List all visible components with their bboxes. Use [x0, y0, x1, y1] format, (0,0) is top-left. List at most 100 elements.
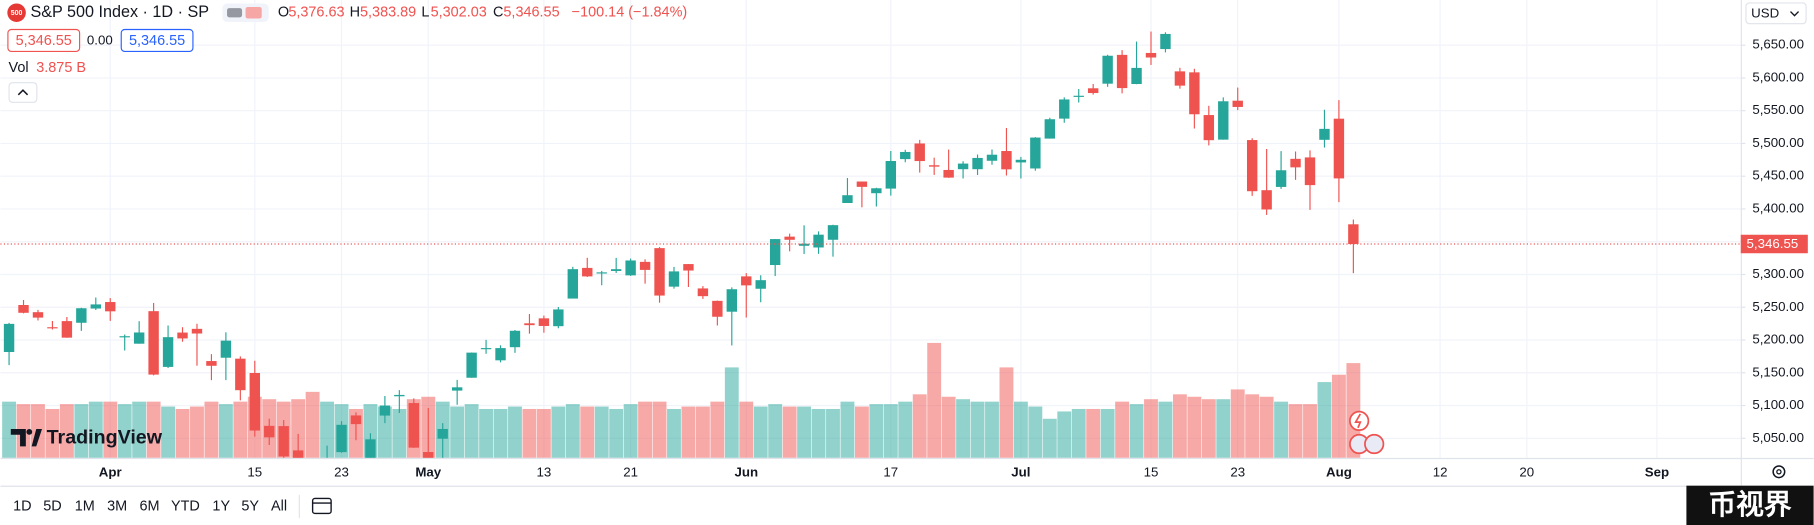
volume-pane: [2, 342, 1361, 458]
volume-bar: [1331, 374, 1346, 458]
candle-body: [842, 195, 853, 204]
candle-body: [1290, 158, 1301, 168]
volume-legend-label: Vol: [8, 60, 28, 76]
bid-price: 5,346.55: [16, 33, 72, 49]
volume-bar: [811, 408, 826, 458]
candle-body: [292, 450, 304, 458]
candle-body: [986, 154, 998, 161]
candle-body: [437, 428, 448, 439]
candle-body: [900, 151, 911, 160]
symbol-title[interactable]: S&P 500 Index · 1D · SP: [30, 3, 209, 21]
volume-bar: [1201, 399, 1216, 458]
candle-body: [47, 327, 58, 329]
volume-bar: [1230, 389, 1245, 458]
candle-body: [350, 415, 362, 425]
volume-bar: [681, 406, 696, 458]
y-tick-label: 5,550.00: [1752, 102, 1804, 117]
candle-body: [408, 403, 420, 448]
volume-bar: [898, 401, 913, 458]
collapse-button[interactable]: [8, 82, 38, 103]
candle-body: [495, 348, 506, 361]
volume-bar: [623, 404, 638, 458]
candle-body: [943, 169, 954, 178]
x-tick-label: Jun: [734, 464, 758, 479]
range-button[interactable]: All: [271, 498, 287, 514]
volume-bar: [117, 404, 132, 458]
candle-body: [264, 425, 275, 438]
event-icon[interactable]: [1349, 410, 1370, 432]
volume-bar: [638, 401, 653, 458]
range-button[interactable]: 1M: [75, 498, 95, 514]
candle-body: [827, 225, 839, 240]
candle-body: [639, 261, 651, 270]
range-button[interactable]: 5D: [43, 498, 61, 514]
candle-body: [1102, 55, 1113, 84]
candle-body: [610, 269, 622, 271]
volume-bar: [840, 401, 855, 458]
event-icon[interactable]: [1364, 433, 1385, 455]
range-button[interactable]: 1D: [13, 498, 31, 514]
volume-bar: [146, 401, 161, 458]
x-tick-label: 12: [1433, 464, 1448, 479]
settings-icon[interactable]: [1772, 465, 1786, 479]
date-range-icon[interactable]: [311, 497, 332, 515]
volume-bar: [1144, 399, 1158, 458]
candle-body: [76, 308, 87, 323]
candle-body: [625, 260, 636, 276]
watermark: 币视界: [1708, 489, 1792, 520]
grid: [0, 0, 1746, 458]
candle-body: [914, 143, 925, 162]
volume-bar: [59, 404, 74, 458]
watermark-bg: [1686, 485, 1814, 525]
candle-body: [177, 332, 188, 339]
range-button[interactable]: 5Y: [241, 498, 259, 514]
event-icon-glyph: [1354, 413, 1362, 429]
volume-bar: [233, 401, 248, 458]
buy-button[interactable]: [120, 28, 194, 53]
range-button[interactable]: 1Y: [212, 498, 230, 514]
candle-body: [697, 288, 709, 297]
candle-body: [1087, 88, 1099, 94]
candle-body: [1218, 101, 1229, 140]
range-button[interactable]: 6M: [140, 498, 160, 514]
candle-body: [798, 243, 810, 246]
x-tick-label: 15: [247, 464, 262, 479]
volume-bar: [1013, 401, 1028, 458]
candle-body: [668, 271, 680, 287]
candle-body: [509, 330, 521, 348]
x-tick-label: 21: [623, 464, 638, 479]
candle-body: [1044, 119, 1056, 139]
settings-icon-core: [1776, 469, 1782, 475]
currency-button[interactable]: [1745, 2, 1807, 25]
candle-body: [1348, 224, 1359, 244]
volume-bar: [1216, 399, 1231, 458]
volume-bar: [999, 367, 1014, 458]
candle-body: [480, 348, 492, 350]
candle-body: [741, 276, 752, 286]
volume-bar: [912, 394, 927, 458]
volume-bar: [464, 404, 479, 458]
candle-body: [553, 309, 564, 327]
candle-body: [18, 305, 29, 313]
ohlc-value: 5,376.63: [288, 5, 344, 21]
candle-body: [567, 269, 579, 299]
currency: USD: [1751, 5, 1779, 20]
y-tick-label: 5,200.00: [1752, 332, 1804, 347]
x-tick-label: 23: [1230, 464, 1245, 479]
candle-body: [813, 234, 824, 248]
candle-body: [524, 323, 535, 326]
candle-body: [654, 248, 665, 296]
volume-bar: [594, 406, 609, 458]
sell-button[interactable]: [7, 28, 81, 53]
candle-body: [278, 426, 289, 457]
range-button[interactable]: 3M: [107, 498, 127, 514]
volume-bar: [941, 396, 956, 458]
candle-body: [538, 318, 550, 326]
volume-bar: [652, 401, 667, 458]
volume-bar: [1274, 401, 1289, 458]
candle-body: [1189, 72, 1200, 115]
volume-bar: [1317, 382, 1332, 458]
volume-bar: [1057, 411, 1072, 458]
range-button[interactable]: YTD: [171, 498, 200, 514]
